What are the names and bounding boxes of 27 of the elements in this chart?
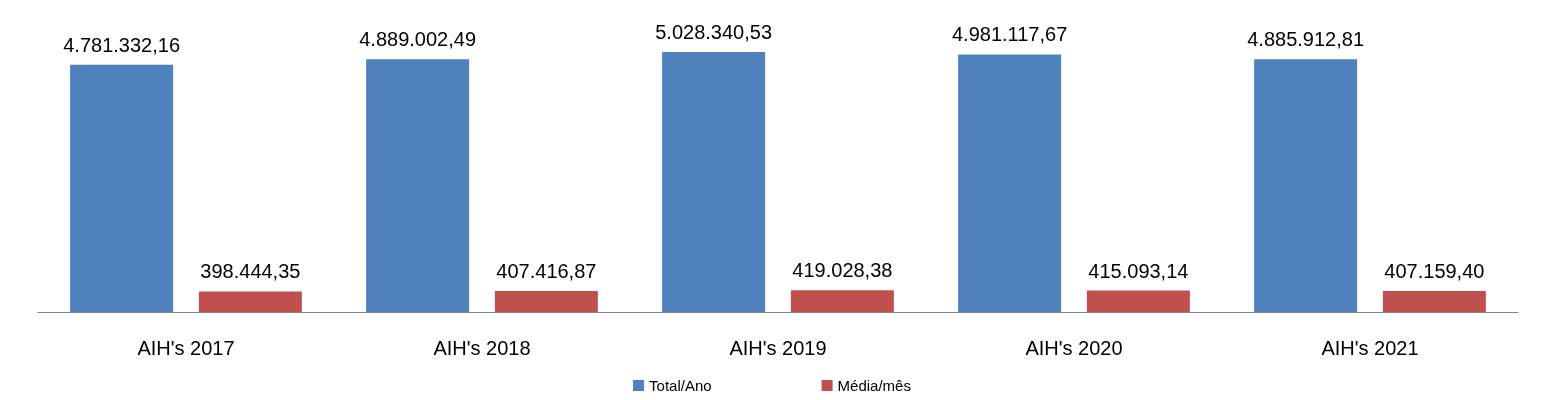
legend-label: Total/Ano — [649, 377, 712, 394]
x-tick-label: AIH's 2018 — [433, 337, 531, 359]
bar — [494, 290, 598, 312]
x-tick-label: AIH's 2017 — [137, 337, 235, 359]
x-tick-label: AIH's 2019 — [729, 337, 827, 359]
data-label: 407.416,87 — [496, 259, 597, 282]
bar — [958, 54, 1062, 312]
data-label: 4.889.002,49 — [359, 28, 477, 51]
data-label: 407.159,40 — [1384, 259, 1485, 282]
bar — [1254, 59, 1358, 312]
data-label: 398.444,35 — [200, 260, 301, 283]
data-label: 4.781.332,16 — [63, 33, 181, 56]
x-tick-label: AIH's 2020 — [1025, 337, 1123, 359]
bar — [662, 52, 766, 312]
bar — [1382, 290, 1486, 312]
bar — [1086, 290, 1190, 312]
bar — [70, 64, 174, 312]
x-tick-label: AIH's 2021 — [1321, 337, 1419, 359]
bar — [198, 291, 302, 312]
data-label: 415.093,14 — [1088, 259, 1189, 282]
data-label: 419.028,38 — [792, 259, 893, 282]
data-label: 4.885.912,81 — [1247, 28, 1365, 51]
bar — [790, 290, 894, 312]
data-label: 5.028.340,53 — [655, 21, 773, 43]
data-label: 4.981.117,67 — [951, 23, 1068, 46]
bar — [366, 59, 470, 312]
legend-label: Média/mês — [837, 377, 911, 394]
